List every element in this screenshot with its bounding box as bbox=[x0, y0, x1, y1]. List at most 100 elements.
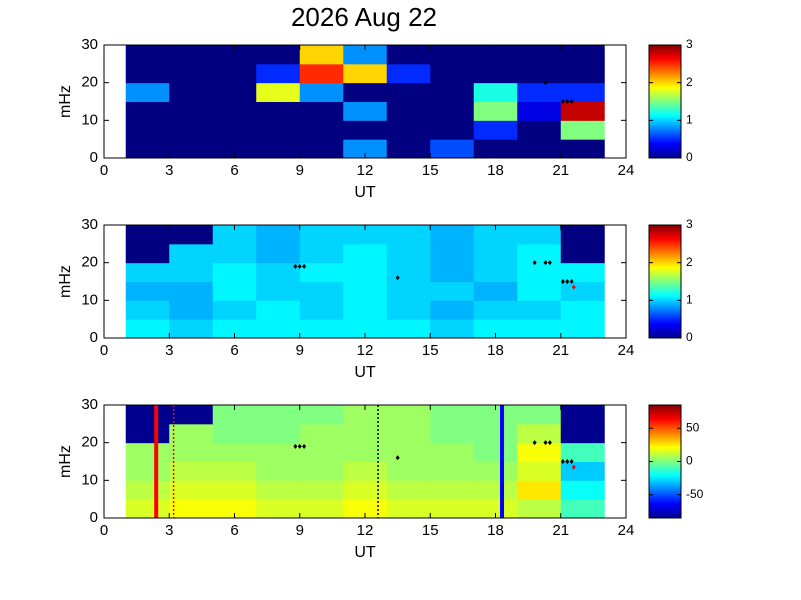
x-tick-label: 9 bbox=[296, 342, 304, 359]
heat-cell bbox=[256, 461, 301, 481]
heat-cell bbox=[125, 300, 170, 320]
heat-cell bbox=[125, 262, 170, 282]
x-tick-label: 6 bbox=[230, 342, 238, 359]
heat-cell bbox=[256, 405, 301, 425]
heat-cell bbox=[343, 281, 388, 301]
heat-cell bbox=[299, 480, 344, 500]
heat-cell bbox=[560, 262, 605, 282]
heat-cell bbox=[212, 300, 257, 320]
heat-cell bbox=[343, 461, 388, 481]
heat-cell bbox=[430, 101, 475, 121]
heat-cell bbox=[517, 461, 562, 481]
heat-cell bbox=[343, 45, 388, 65]
event-point bbox=[560, 99, 565, 104]
heat-cell bbox=[212, 243, 257, 264]
heat-cell bbox=[517, 243, 562, 264]
chart-title: 2026 Aug 22 bbox=[291, 2, 437, 32]
event-point bbox=[571, 284, 576, 290]
heat-cell bbox=[386, 139, 431, 159]
heat-cell bbox=[430, 262, 475, 282]
y-tick-label: 20 bbox=[81, 254, 98, 271]
heat-cell bbox=[169, 120, 214, 140]
heat-cell bbox=[386, 262, 431, 282]
heat-cell bbox=[517, 262, 562, 282]
heat-cell bbox=[256, 442, 301, 462]
heat-cell bbox=[169, 262, 214, 282]
heat-cell bbox=[473, 243, 518, 264]
heat-cell bbox=[212, 262, 257, 282]
heat-cell bbox=[299, 243, 344, 264]
x-tick-label: 0 bbox=[100, 522, 108, 539]
heat-cell bbox=[386, 405, 431, 425]
heat-cell bbox=[386, 300, 431, 320]
x-tick-label: 6 bbox=[230, 162, 238, 179]
heat-cell bbox=[256, 139, 301, 159]
heat-cell bbox=[125, 405, 170, 425]
heat-cell bbox=[430, 423, 475, 444]
heat-cell bbox=[125, 45, 170, 65]
heat-cell bbox=[473, 63, 518, 84]
heat-cell bbox=[430, 499, 475, 519]
heat-cell bbox=[343, 480, 388, 500]
colorbar bbox=[648, 224, 682, 339]
heat-cell bbox=[560, 120, 605, 140]
heat-cell bbox=[256, 120, 301, 140]
heat-cell bbox=[212, 461, 257, 481]
colorbar-tick-label: 0 bbox=[686, 330, 693, 344]
heat-cell bbox=[256, 101, 301, 121]
heat-cell bbox=[386, 82, 431, 102]
event-point bbox=[565, 99, 570, 104]
y-tick-label: 0 bbox=[90, 149, 98, 166]
heat-cell bbox=[256, 262, 301, 282]
heat-cell bbox=[169, 480, 214, 500]
heat-cell bbox=[517, 480, 562, 500]
event-point bbox=[543, 260, 548, 266]
heat-cell bbox=[560, 243, 605, 264]
event-point bbox=[547, 260, 552, 266]
x-tick-label: 18 bbox=[487, 522, 504, 539]
heat-cell bbox=[473, 262, 518, 282]
heat-cell bbox=[125, 225, 170, 245]
event-point bbox=[560, 279, 565, 284]
heat-cell bbox=[430, 120, 475, 140]
heat-cell bbox=[125, 281, 170, 301]
heat-cell bbox=[386, 423, 431, 444]
heat-cell bbox=[299, 300, 344, 320]
heat-cell bbox=[169, 225, 214, 245]
heat-cell bbox=[343, 139, 388, 159]
heat-cell bbox=[343, 243, 388, 264]
heat-cell bbox=[299, 139, 344, 159]
y-axis-label: mHz bbox=[57, 85, 74, 118]
heat-cell bbox=[517, 499, 562, 519]
heat-cell bbox=[560, 480, 605, 500]
heat-cell bbox=[517, 101, 562, 121]
x-tick-label: 15 bbox=[422, 342, 439, 359]
heat-cell bbox=[299, 281, 344, 301]
heat-cell bbox=[430, 225, 475, 245]
heat-cell bbox=[125, 480, 170, 500]
heat-cell bbox=[125, 101, 170, 121]
heat-cell bbox=[430, 461, 475, 481]
heat-cell bbox=[299, 45, 344, 65]
heat-cell bbox=[212, 139, 257, 159]
heat-cell bbox=[517, 139, 562, 159]
y-tick-label: 10 bbox=[81, 471, 98, 488]
heat-cell bbox=[517, 405, 562, 425]
heat-cell bbox=[430, 243, 475, 264]
x-tick-label: 24 bbox=[618, 162, 635, 179]
x-tick-label: 15 bbox=[422, 522, 439, 539]
heat-cell bbox=[473, 281, 518, 301]
heat-cell bbox=[473, 480, 518, 500]
heat-cell bbox=[169, 423, 214, 444]
heat-cell bbox=[343, 300, 388, 320]
heat-cell bbox=[169, 139, 214, 159]
x-tick-label: 24 bbox=[618, 522, 635, 539]
heat-cell bbox=[256, 319, 301, 339]
heat-cell bbox=[343, 499, 388, 519]
heat-cell bbox=[517, 225, 562, 245]
x-axis-label: UT bbox=[354, 364, 376, 381]
heat-cell bbox=[473, 423, 518, 444]
heat-cell bbox=[256, 63, 301, 84]
heat-cell bbox=[256, 300, 301, 320]
